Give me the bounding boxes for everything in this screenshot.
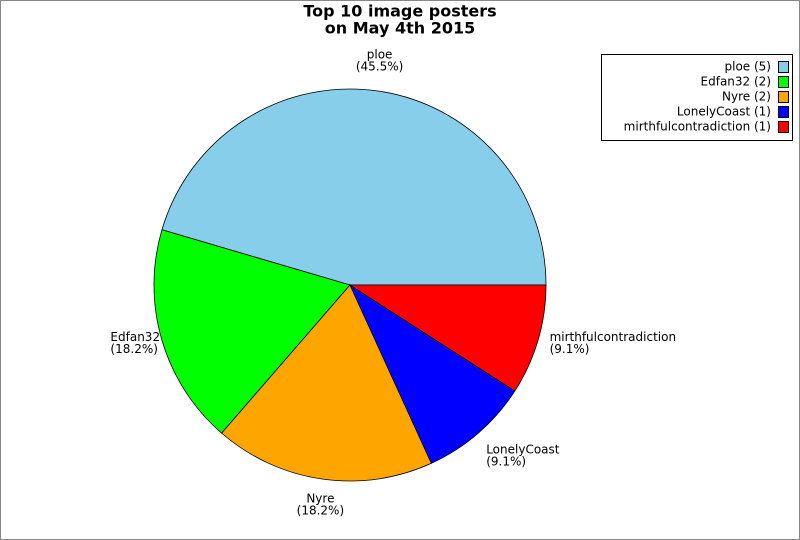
pie-slice [221, 284, 432, 482]
slice-label: ploe [367, 48, 393, 62]
legend-label: Edfan32 (2) [701, 75, 771, 89]
legend-swatch [778, 91, 789, 103]
legend-label: ploe (5) [725, 60, 772, 74]
slice-value-label: (45.5%) [356, 60, 403, 74]
chart-title: on May 4th 2015 [325, 19, 475, 38]
pie-slice [348, 284, 547, 392]
legend-swatch [778, 61, 789, 73]
legend-label: LonelyCoast (1) [677, 105, 771, 119]
slice-label: mirthfulcontradiction [550, 330, 677, 344]
slice-value-label: (18.2%) [297, 503, 344, 517]
chart-title: Top 10 image posters [303, 2, 496, 21]
pie-slice [161, 88, 547, 286]
pie-slice [153, 229, 351, 434]
slice-label: Edfan32 [110, 330, 160, 344]
legend-swatch [778, 76, 789, 88]
legend-swatch [778, 121, 789, 133]
legend-label: Nyre (2) [722, 90, 771, 104]
legend-box [601, 54, 793, 141]
slice-label: Nyre [306, 491, 334, 505]
legend-label: mirthfulcontradiction (1) [624, 120, 771, 134]
slice-label: LonelyCoast [486, 443, 560, 457]
slice-value-label: (18.2%) [110, 342, 157, 356]
pie-slice [349, 283, 516, 464]
legend-swatch [778, 106, 789, 118]
slice-value-label: (9.1%) [486, 455, 526, 469]
slice-value-label: (9.1%) [550, 342, 590, 356]
